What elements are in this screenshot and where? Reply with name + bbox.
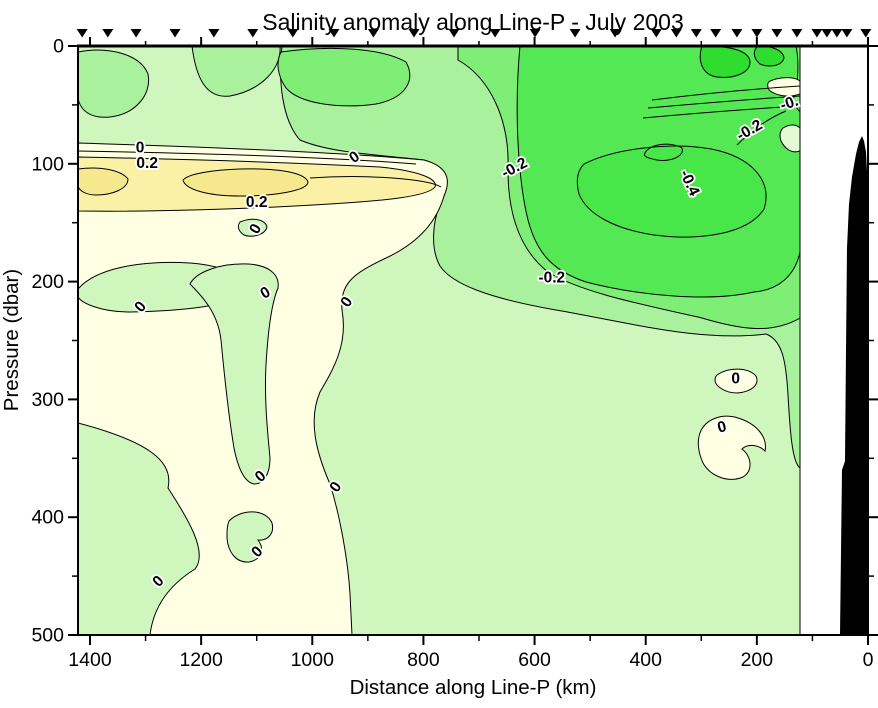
station-marker-icon	[367, 29, 379, 38]
station-marker-icon	[130, 29, 142, 38]
x-tick-label: 800	[407, 649, 440, 671]
station-marker-icon	[751, 29, 763, 38]
station-marker-icon	[208, 29, 220, 38]
contour-value-label: -0.2	[538, 269, 565, 286]
station-marker-icon	[811, 29, 823, 38]
y-tick-label: 500	[31, 625, 64, 647]
x-tick-label: 400	[629, 649, 662, 671]
y-tick-label: 200	[31, 271, 64, 293]
station-marker-icon	[670, 29, 682, 38]
x-tick-label: 1000	[291, 649, 335, 671]
station-marker-icon	[791, 29, 803, 38]
x-tick-label: 1400	[68, 649, 112, 671]
station-marker-icon	[569, 29, 581, 38]
y-tick-label: 300	[31, 389, 64, 411]
station-marker-icon	[489, 29, 501, 38]
station-marker-icon	[860, 29, 872, 38]
axis-ticks	[68, 37, 878, 645]
station-marker-icon	[102, 29, 114, 38]
station-marker-icon	[247, 29, 259, 38]
station-marker-icon	[408, 29, 420, 38]
x-tick-label: 600	[518, 649, 551, 671]
station-marker-icon	[328, 29, 340, 38]
station-marker-icon	[771, 29, 783, 38]
station-marker-icon	[448, 29, 460, 38]
x-axis-label: Distance along Line-P (km)	[350, 676, 597, 699]
station-marker-icon	[821, 29, 833, 38]
station-marker-icon	[841, 29, 853, 38]
y-tick-label: 100	[31, 153, 64, 175]
y-axis-label: Pressure (dbar)	[0, 269, 23, 411]
station-marker-icon	[287, 29, 299, 38]
y-tick-label: 400	[31, 507, 64, 529]
contour-value-label: 0.2	[246, 194, 268, 211]
x-tick-label: 0	[863, 649, 874, 671]
x-tick-label: 200	[741, 649, 774, 671]
station-marker-icon	[710, 29, 722, 38]
contour-lines	[78, 85, 800, 188]
axis-tick-labels: 1400 1200 1000 800 600 400 200 0 0 100 200 300 400 50…	[31, 36, 873, 672]
contour-value-label: 0	[136, 140, 145, 157]
station-marker-icon	[609, 29, 621, 38]
station-marker-icon	[650, 29, 662, 38]
bathymetry-shape	[840, 136, 868, 635]
y-tick-label: 0	[53, 36, 64, 58]
station-marker-icon	[731, 29, 743, 38]
chart-title: Salinity anomaly along Line-P - July 200…	[262, 9, 684, 35]
station-marker-icon	[169, 29, 181, 38]
contour-fills	[78, 46, 800, 635]
x-tick-label: 1200	[179, 649, 223, 671]
contour-value-label: 0	[731, 371, 740, 388]
contour-value-label: 0.2	[136, 155, 158, 172]
station-marker-icon	[529, 29, 541, 38]
station-marker-icon	[690, 29, 702, 38]
station-marker-icon	[76, 29, 88, 38]
station-marker-icon	[831, 29, 843, 38]
station-markers	[76, 29, 872, 38]
